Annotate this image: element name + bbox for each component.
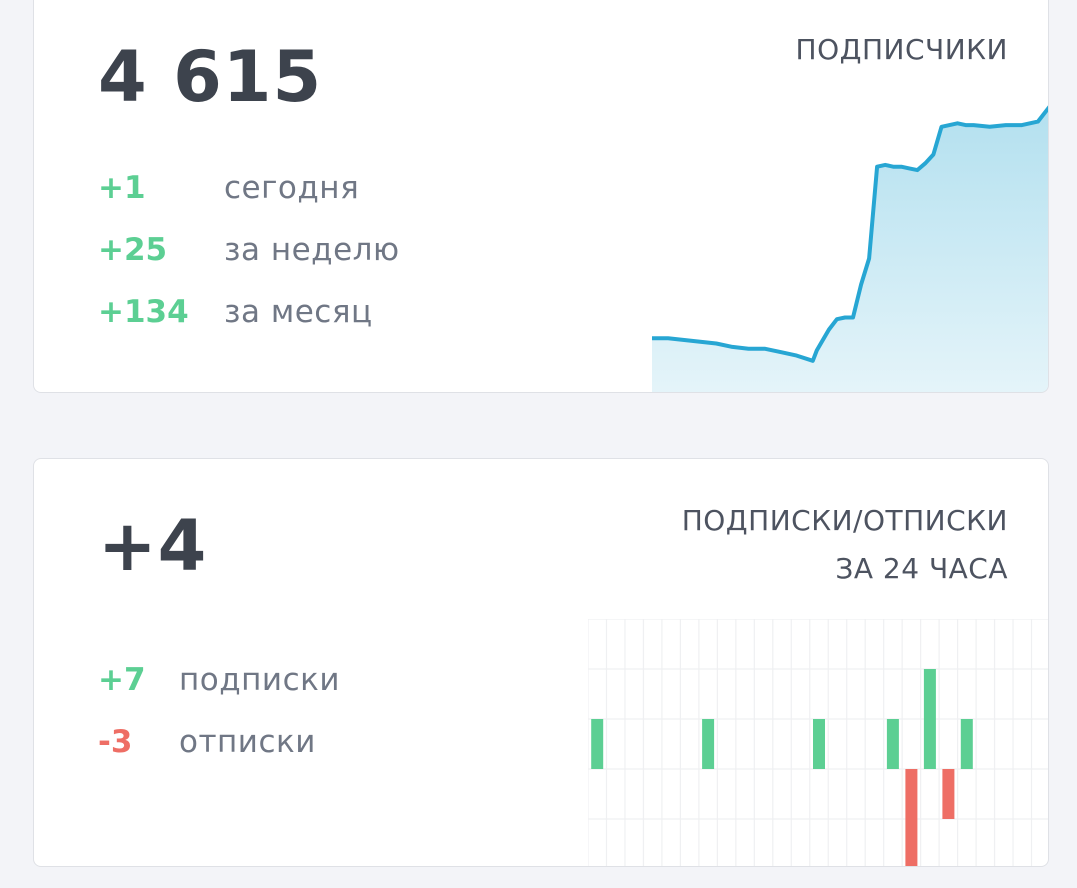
stat-unsubscriptions: -3 отписки bbox=[98, 727, 316, 758]
changes-total: +4 bbox=[98, 505, 208, 587]
subscription-bar bbox=[591, 719, 604, 769]
stat-month: +134 за месяц bbox=[98, 297, 373, 328]
subscribers-total: 4 615 bbox=[98, 36, 323, 118]
changes-card: +4 ПОДПИСКИ/ОТПИСКИ ЗА 24 ЧАСА +7 подписк… bbox=[33, 458, 1049, 867]
stat-today-value: +1 bbox=[98, 170, 146, 206]
stat-subscriptions: +7 подписки bbox=[98, 665, 340, 696]
stat-unsubscriptions-value: -3 bbox=[98, 724, 133, 760]
unsubscription-bar bbox=[942, 769, 955, 819]
subscription-bar bbox=[702, 719, 715, 769]
stat-month-label: за месяц bbox=[224, 294, 373, 330]
stat-subscriptions-label: подписки bbox=[179, 662, 340, 698]
subscription-bar bbox=[960, 719, 973, 769]
stat-week-value: +25 bbox=[98, 232, 168, 268]
stat-subscriptions-value: +7 bbox=[98, 662, 146, 698]
stat-week-label: за неделю bbox=[224, 232, 400, 268]
subscribers-line bbox=[652, 105, 1048, 363]
stat-today-label: сегодня bbox=[224, 170, 360, 206]
subscribers-area-chart bbox=[652, 105, 1048, 392]
subscription-bar bbox=[813, 719, 825, 769]
changes-bar-chart bbox=[588, 619, 1048, 866]
changes-title-line1: ПОДПИСКИ/ОТПИСКИ bbox=[681, 504, 1008, 537]
subscription-bar bbox=[923, 669, 936, 769]
subscribers-area-fill bbox=[652, 108, 1048, 392]
stat-today: +1 сегодня bbox=[98, 173, 359, 204]
stat-month-value: +134 bbox=[98, 294, 189, 330]
stat-week: +25 за неделю bbox=[98, 235, 400, 266]
changes-title-line2: ЗА 24 ЧАСА bbox=[835, 552, 1008, 585]
subscribers-card: 4 615 ПОДПИСЧИКИ +1 сегодня +25 за неделю … bbox=[33, 0, 1049, 393]
subscribers-title: ПОДПИСЧИКИ bbox=[795, 33, 1008, 66]
stat-unsubscriptions-label: отписки bbox=[179, 724, 316, 760]
subscription-bar bbox=[886, 719, 899, 769]
unsubscription-bar bbox=[905, 769, 918, 866]
